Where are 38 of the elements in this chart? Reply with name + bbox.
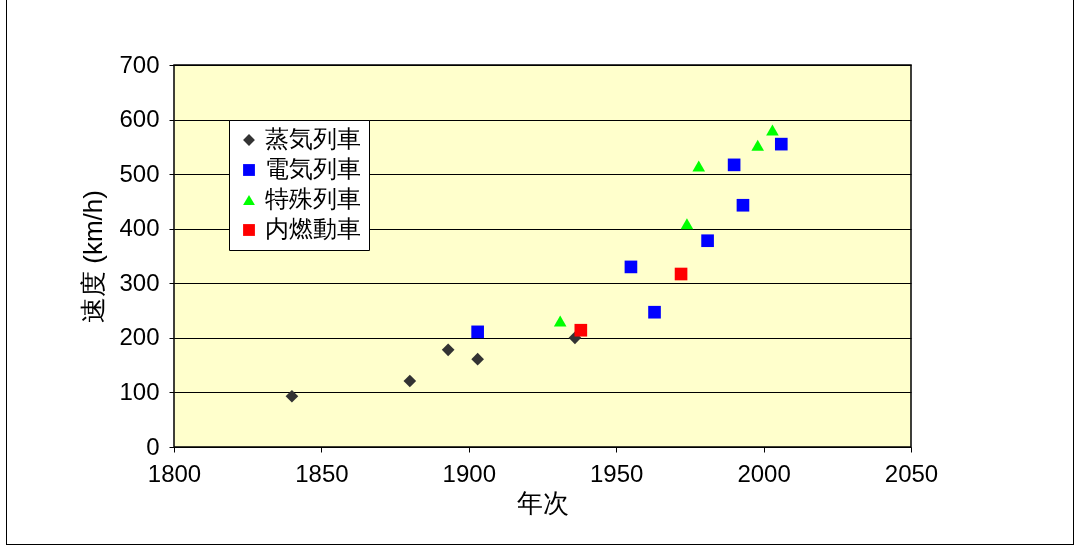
x-axis-title: 年次 [517, 487, 569, 518]
point [727, 158, 741, 172]
point [441, 343, 455, 357]
y-tick-label: 200 [119, 323, 160, 351]
point [574, 323, 588, 337]
point [751, 139, 765, 151]
point [736, 198, 750, 212]
point [624, 260, 638, 274]
y-tick-label: 300 [119, 268, 160, 296]
point [648, 305, 661, 319]
legend-label: 特殊列車 [265, 185, 361, 212]
y-tick-label: 400 [119, 214, 160, 242]
point [766, 124, 779, 136]
legend-label: 電気列車 [265, 155, 361, 182]
y-tick-label: 600 [119, 105, 160, 133]
x-tick-label: 1900 [442, 459, 496, 487]
point [403, 374, 417, 388]
point [674, 267, 688, 281]
x-tick-label: 2050 [884, 459, 939, 487]
y-tick-label: 500 [119, 159, 160, 187]
x-tick-label: 1850 [295, 459, 349, 487]
y-tick-label: 0 [146, 432, 160, 460]
point [285, 389, 299, 403]
point [471, 352, 484, 366]
x-tick-label: 1800 [147, 459, 202, 487]
y-axis-title: 速度 (km/h) [78, 190, 109, 323]
point [774, 137, 788, 151]
point [701, 234, 714, 248]
y-tick-label: 100 [119, 377, 160, 405]
x-tick-label: 1950 [590, 459, 644, 487]
legend-label: 蒸気列車 [265, 125, 361, 152]
point [680, 218, 694, 230]
legend-label: 内燃動車 [265, 215, 361, 242]
point [553, 315, 567, 327]
point [692, 160, 706, 172]
y-tick-label: 700 [119, 50, 160, 78]
x-tick-label: 2000 [737, 459, 791, 487]
point [471, 325, 484, 339]
